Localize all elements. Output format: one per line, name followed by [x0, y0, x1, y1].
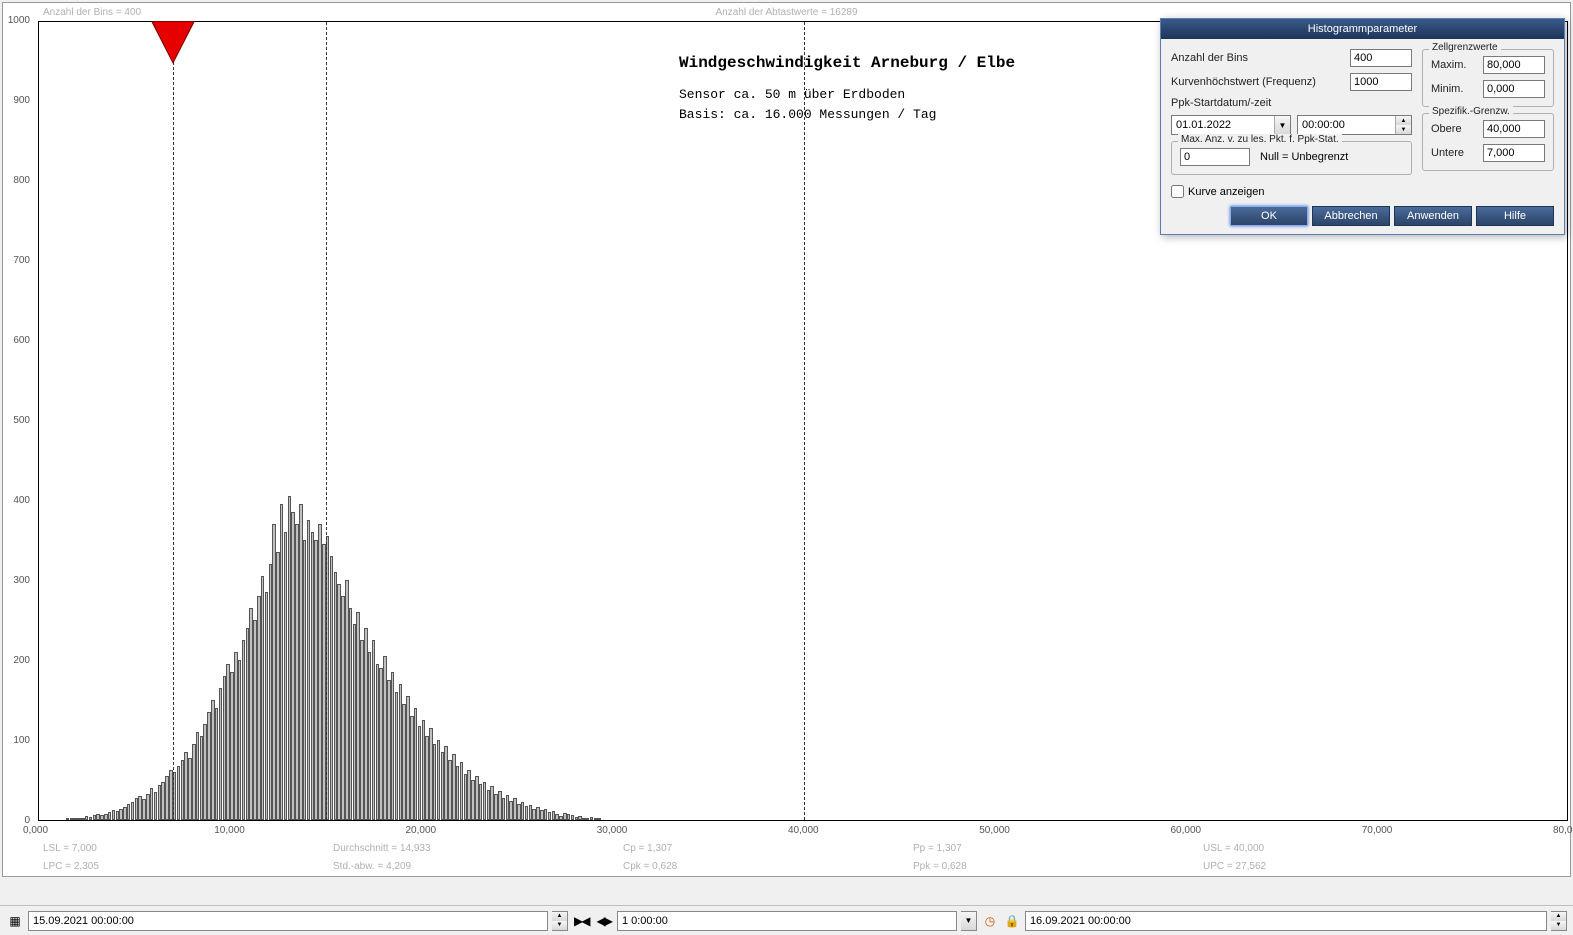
reference-line-40000: [804, 22, 805, 820]
histogram-params-dialog[interactable]: Histogrammparameter Anzahl der Bins Kurv…: [1160, 18, 1565, 235]
x-tick-50000: 50,000: [979, 825, 1010, 836]
max-label: Maxim.: [1431, 59, 1483, 71]
bottom-toolbar: ▦ 15.09.2021 00:00:00 ▲▼ ▶◀ ◀▶ 1 0:00:00…: [0, 905, 1573, 935]
bins-input[interactable]: [1350, 49, 1412, 67]
y-tick-800: 800: [2, 175, 30, 186]
maxread-hint: Null = Unbegrenzt: [1260, 151, 1348, 163]
end-datetime-input[interactable]: 16.09.2021 00:00:00: [1025, 911, 1547, 931]
stat-ppk: Ppk = 0,628: [913, 861, 967, 872]
cell-limits-fieldset: Zellgrenzwerte Maxim. Minim.: [1422, 49, 1554, 107]
y-tick-200: 200: [2, 655, 30, 666]
ok-button[interactable]: OK: [1230, 206, 1308, 226]
help-button[interactable]: Hilfe: [1476, 206, 1554, 226]
peak-label: Kurvenhöchstwert (Frequenz): [1171, 76, 1350, 88]
maxread-input[interactable]: [1180, 148, 1250, 166]
stat-avg: Durchschnitt = 14,933: [333, 843, 431, 854]
clock-icon[interactable]: ◷: [981, 912, 999, 930]
stat-cpk: Cpk = 0,628: [623, 861, 677, 872]
ppk-time-input[interactable]: 00:00:00 ▲▼: [1297, 115, 1412, 135]
apply-button[interactable]: Anwenden: [1394, 206, 1472, 226]
stat-cp: Cp = 1,307: [623, 843, 672, 854]
date-dropdown-icon[interactable]: ▼: [1274, 116, 1290, 134]
zoom-out-icon[interactable]: ◀▶: [594, 914, 612, 928]
ppk-date-input[interactable]: 01.01.2022 ▼: [1171, 115, 1291, 135]
ppk-date-label: Ppk-Startdatum/-zeit: [1171, 97, 1412, 109]
upper-input[interactable]: [1483, 120, 1545, 138]
span-dropdown-icon[interactable]: ▼: [961, 911, 977, 931]
cancel-button[interactable]: Abbrechen: [1312, 206, 1390, 226]
stat-lpc: LPC = 2,305: [43, 861, 99, 872]
start-datetime-input[interactable]: 15.09.2021 00:00:00: [28, 911, 548, 931]
reference-line-15000: [326, 22, 327, 820]
y-tick-300: 300: [2, 575, 30, 586]
y-tick-400: 400: [2, 495, 30, 506]
marker-arrow-icon[interactable]: [153, 22, 193, 62]
x-tick-60000: 60,000: [1171, 825, 1202, 836]
span-input[interactable]: 1 0:00:00: [617, 911, 957, 931]
dialog-title: Histogrammparameter: [1161, 19, 1564, 39]
cell-limits-legend: Zellgrenzwerte: [1429, 42, 1501, 53]
y-tick-700: 700: [2, 255, 30, 266]
y-tick-500: 500: [2, 415, 30, 426]
end-datetime-spinner[interactable]: ▲▼: [1551, 911, 1567, 931]
x-tick-80000: 80,000: [1553, 825, 1573, 836]
x-tick-0: 0,000: [23, 825, 48, 836]
lock-icon[interactable]: 🔒: [1003, 912, 1021, 930]
min-label: Minim.: [1431, 83, 1483, 95]
stat-std: Std.-abw. = 4,209: [333, 861, 411, 872]
stat-usl: USL = 40,000: [1203, 843, 1264, 854]
min-input[interactable]: [1483, 80, 1545, 98]
lower-input[interactable]: [1483, 144, 1545, 162]
y-tick-100: 100: [2, 735, 30, 746]
peak-input[interactable]: [1350, 73, 1412, 91]
histogram-bar: [597, 818, 601, 820]
stat-upc: UPC = 27,562: [1203, 861, 1266, 872]
y-tick-1000: 1000: [2, 15, 30, 26]
zoom-in-icon[interactable]: ▶◀: [572, 914, 590, 928]
lower-label: Untere: [1431, 147, 1483, 159]
bins-count-label: Anzahl der Bins = 400: [43, 7, 141, 18]
bins-label: Anzahl der Bins: [1171, 52, 1350, 64]
samples-count-label: Anzahl der Abtastwerte = 16289: [715, 7, 857, 18]
calendar-icon[interactable]: ▦: [6, 912, 24, 930]
spec-limits-fieldset: Spezifik.-Grenzw. Obere Untere: [1422, 113, 1554, 171]
stat-pp: Pp = 1,307: [913, 843, 962, 854]
x-tick-40000: 40,000: [788, 825, 819, 836]
show-curve-checkbox[interactable]: [1171, 185, 1184, 198]
x-tick-30000: 30,000: [597, 825, 628, 836]
reference-line-7000: [173, 22, 174, 820]
stat-lsl: LSL = 7,000: [43, 843, 97, 854]
upper-label: Obere: [1431, 123, 1483, 135]
y-tick-600: 600: [2, 335, 30, 346]
x-tick-10000: 10,000: [214, 825, 245, 836]
ppk-time-value: 00:00:00: [1298, 119, 1395, 131]
spec-limits-legend: Spezifik.-Grenzw.: [1429, 106, 1513, 117]
time-spin-icon[interactable]: ▲▼: [1395, 116, 1411, 134]
x-tick-70000: 70,000: [1362, 825, 1393, 836]
max-input[interactable]: [1483, 56, 1545, 74]
dialog-body: Anzahl der Bins Kurvenhöchstwert (Freque…: [1161, 39, 1564, 234]
end-datetime-value: 16.09.2021 00:00:00: [1030, 915, 1131, 927]
maxread-fieldset: Max. Anz. v. zu les. Pkt. f. Ppk-Stat. N…: [1171, 141, 1412, 175]
span-value: 1 0:00:00: [622, 915, 668, 927]
y-tick-900: 900: [2, 95, 30, 106]
maxread-legend: Max. Anz. v. zu les. Pkt. f. Ppk-Stat.: [1178, 134, 1342, 145]
show-curve-label: Kurve anzeigen: [1188, 186, 1264, 198]
ppk-date-value: 01.01.2022: [1172, 119, 1274, 131]
start-datetime-value: 15.09.2021 00:00:00: [33, 915, 134, 927]
x-tick-20000: 20,000: [406, 825, 437, 836]
start-datetime-spinner[interactable]: ▲▼: [552, 911, 568, 931]
